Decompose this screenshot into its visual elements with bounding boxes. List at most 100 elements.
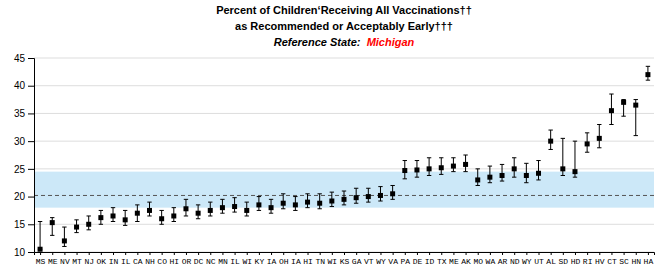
x-tick: MS [36, 252, 46, 266]
y-tick: 30 [14, 136, 34, 147]
x-tick-label: NJ [84, 257, 94, 266]
marker [50, 220, 55, 225]
marker [171, 213, 176, 218]
error-cap-upper [354, 188, 358, 189]
chart: Percent of Children‘Receiving All Vaccin… [0, 0, 664, 274]
x-tick: GA [352, 252, 362, 266]
error-point [572, 141, 577, 177]
error-bar [40, 222, 41, 250]
x-tick: HV [595, 252, 605, 266]
x-tick: IL [121, 252, 131, 266]
x-tick: DC [194, 252, 204, 266]
error-cap-lower [257, 210, 261, 211]
x-tick-mark [502, 252, 503, 255]
x-tick-label: KY [255, 257, 265, 266]
error-cap-lower [184, 215, 188, 216]
marker [220, 205, 225, 210]
x-tick-label: SD [559, 257, 569, 266]
x-tick: NH [145, 252, 155, 266]
error-cap-upper [220, 199, 224, 200]
x-axis-line [35, 253, 655, 256]
error-cap-upper [609, 94, 613, 95]
x-tick-mark [563, 252, 564, 255]
error-point [293, 197, 298, 211]
error-cap-lower [524, 182, 528, 183]
error-cap-lower [245, 215, 249, 216]
y-tick-mark [28, 141, 34, 142]
y-tick-mark [28, 169, 34, 170]
x-tick-label: HI [303, 257, 313, 266]
x-tick-label: CO [157, 257, 167, 266]
error-point [74, 220, 79, 233]
x-tick-label: SC [619, 257, 629, 266]
x-tick: KY [255, 252, 265, 266]
error-point [609, 94, 614, 124]
error-cap-lower [378, 201, 382, 202]
error-point [342, 191, 347, 205]
x-tick: NC [206, 252, 216, 266]
marker [524, 173, 529, 178]
error-cap-upper [366, 188, 370, 189]
grid-line [34, 113, 654, 114]
x-tick-mark [64, 252, 65, 255]
x-tick-mark [235, 252, 236, 255]
error-point [524, 163, 529, 182]
error-point [633, 100, 638, 136]
error-bar [502, 164, 503, 181]
x-tick: OH [279, 252, 289, 266]
x-tick-mark [490, 252, 491, 255]
error-cap-lower [159, 224, 163, 225]
x-tick-mark [247, 252, 248, 255]
x-tick-label: ME [48, 257, 58, 266]
y-tick: 20 [14, 191, 34, 202]
x-tick-label: UT [534, 257, 544, 266]
y-tick-mark [28, 58, 34, 59]
x-tick-label: VT [364, 257, 374, 266]
x-tick-mark [137, 252, 138, 255]
x-tick-mark [308, 252, 309, 255]
x-tick-mark [624, 252, 625, 255]
error-cap-lower [305, 207, 309, 208]
marker [597, 136, 602, 141]
x-tick: ME [48, 252, 58, 266]
y-tick: 35 [14, 108, 34, 119]
marker [86, 222, 91, 227]
x-tick: UT [534, 252, 544, 266]
error-point [597, 125, 602, 148]
marker [451, 164, 456, 169]
error-bar [489, 166, 490, 183]
marker [439, 165, 444, 170]
x-tick-mark [40, 252, 41, 255]
error-bar [477, 169, 478, 186]
x-tick: KS [340, 252, 350, 266]
x-tick: HA [644, 252, 654, 266]
error-cap-lower [609, 124, 613, 125]
error-cap-lower [74, 232, 78, 233]
x-tick-mark [441, 252, 442, 255]
x-tick-mark [453, 252, 454, 255]
x-tick: SD [559, 252, 569, 266]
x-tick-mark [259, 252, 260, 255]
marker [427, 166, 432, 171]
x-tick-mark [101, 252, 102, 255]
error-point [123, 210, 128, 225]
marker [147, 208, 152, 213]
error-point [281, 194, 286, 209]
x-tick-mark [417, 252, 418, 255]
error-bar [64, 227, 65, 246]
error-cap-upper [342, 191, 346, 192]
error-cap-upper [415, 160, 419, 161]
x-tick-mark [575, 252, 576, 255]
error-point [487, 166, 492, 183]
x-tick-mark [514, 252, 515, 255]
x-tick: IA [291, 252, 301, 266]
x-tick: HN [631, 252, 641, 266]
error-cap-lower [403, 178, 407, 179]
y-tick-mark [28, 86, 34, 87]
y-tick: 10 [14, 247, 34, 258]
error-cap-lower [585, 152, 589, 153]
error-point [111, 208, 116, 222]
marker [378, 193, 383, 198]
x-tick: MO [473, 252, 483, 266]
error-point [560, 138, 565, 175]
